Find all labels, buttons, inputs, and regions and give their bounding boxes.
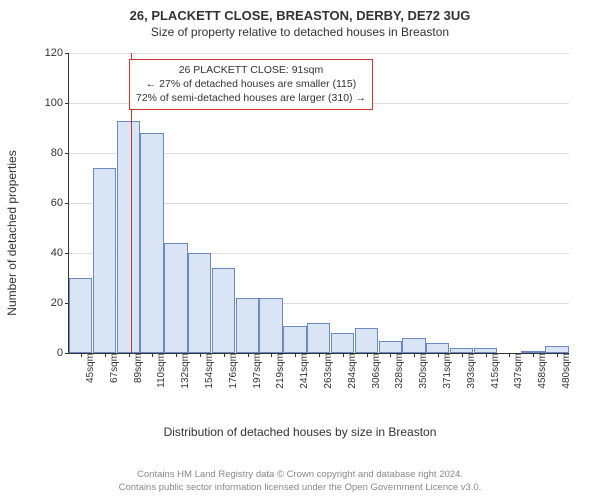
bar (117, 121, 140, 354)
x-tick-mark (224, 353, 225, 357)
y-tick-label: 40 (51, 247, 69, 259)
bar (307, 323, 330, 353)
x-tick-label: 241sqm (297, 353, 310, 389)
x-tick-label: 306sqm (369, 353, 382, 389)
bar (164, 243, 187, 353)
x-tick-label: 393sqm (464, 353, 477, 389)
bar (331, 333, 354, 353)
grid-line (69, 53, 569, 54)
x-tick-label: 284sqm (345, 353, 358, 389)
x-tick-mark (176, 353, 177, 357)
footer-line1: Contains HM Land Registry data © Crown c… (0, 469, 600, 481)
bar (379, 341, 402, 354)
x-tick-mark (462, 353, 463, 357)
bar (93, 168, 116, 353)
x-tick-mark (129, 353, 130, 357)
annot-line3: 72% of semi-detached houses are larger (… (136, 91, 366, 105)
x-tick-label: 176sqm (226, 353, 239, 389)
x-tick-label: 154sqm (202, 353, 215, 389)
x-tick-mark (81, 353, 82, 357)
x-tick-mark (557, 353, 558, 357)
y-tick-label: 100 (45, 97, 69, 109)
footer-line2: Contains public sector information licen… (0, 482, 600, 494)
x-tick-label: 458sqm (535, 353, 548, 389)
x-tick-mark (486, 353, 487, 357)
bar (140, 133, 163, 353)
bar (188, 253, 211, 353)
annot-line1: 26 PLACKETT CLOSE: 91sqm (136, 63, 366, 77)
bar (545, 346, 568, 354)
bar (355, 328, 378, 353)
y-tick-label: 0 (57, 347, 69, 359)
bar (236, 298, 259, 353)
y-tick-label: 80 (51, 147, 69, 159)
x-tick-label: 263sqm (321, 353, 334, 389)
y-axis-label: Number of detached properties (5, 150, 19, 315)
x-tick-label: 67sqm (107, 353, 120, 383)
x-tick-label: 437sqm (511, 353, 524, 389)
bar (212, 268, 235, 353)
x-tick-label: 371sqm (440, 353, 453, 389)
y-tick-label: 60 (51, 197, 69, 209)
annotation-box: 26 PLACKETT CLOSE: 91sqm ← 27% of detach… (129, 59, 373, 110)
x-tick-label: 415sqm (488, 353, 501, 389)
x-tick-label: 480sqm (559, 353, 572, 389)
chart-area: Number of detached properties 0204060801… (20, 43, 580, 423)
footer: Contains HM Land Registry data © Crown c… (0, 469, 600, 494)
x-tick-mark (343, 353, 344, 357)
x-tick-mark (105, 353, 106, 357)
x-tick-label: 328sqm (392, 353, 405, 389)
x-tick-label: 45sqm (83, 353, 96, 383)
title-sub: Size of property relative to detached ho… (0, 23, 600, 43)
y-tick-label: 20 (51, 297, 69, 309)
x-tick-mark (319, 353, 320, 357)
annot-line2: ← 27% of detached houses are smaller (11… (136, 77, 366, 91)
x-tick-label: 350sqm (416, 353, 429, 389)
x-tick-mark (367, 353, 368, 357)
bar (426, 343, 449, 353)
x-tick-label: 132sqm (178, 353, 191, 389)
bar (283, 326, 306, 354)
x-tick-mark (200, 353, 201, 357)
x-tick-mark (438, 353, 439, 357)
y-tick-label: 120 (45, 47, 69, 59)
x-tick-label: 219sqm (273, 353, 286, 389)
x-axis-label: Distribution of detached houses by size … (0, 423, 600, 439)
plot-area: 02040608010012045sqm67sqm89sqm110sqm132s… (68, 53, 569, 354)
bar (402, 338, 425, 353)
x-tick-label: 110sqm (154, 353, 167, 388)
x-tick-label: 89sqm (131, 353, 144, 383)
title-main: 26, PLACKETT CLOSE, BREASTON, DERBY, DE7… (0, 0, 600, 23)
x-tick-mark (248, 353, 249, 357)
x-tick-label: 197sqm (250, 353, 263, 389)
bar (69, 278, 92, 353)
bar (259, 298, 282, 353)
